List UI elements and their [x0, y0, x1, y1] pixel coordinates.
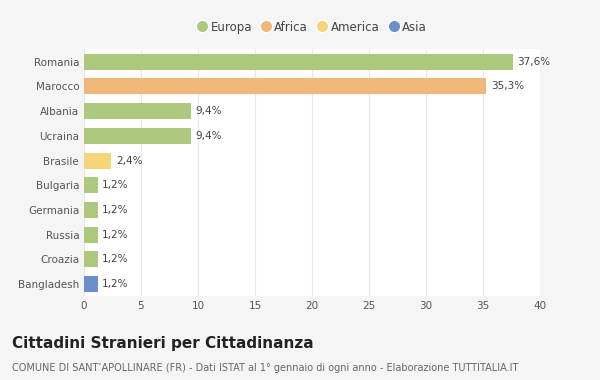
Bar [84, 54, 512, 70]
Bar [84, 78, 487, 95]
Bar [84, 128, 191, 144]
Bar [84, 202, 98, 218]
Text: 37,6%: 37,6% [517, 57, 550, 67]
Bar [84, 152, 112, 169]
Bar [84, 177, 98, 193]
Text: 1,2%: 1,2% [102, 279, 129, 289]
Text: COMUNE DI SANT’APOLLINARE (FR) - Dati ISTAT al 1° gennaio di ogni anno - Elabora: COMUNE DI SANT’APOLLINARE (FR) - Dati IS… [12, 363, 518, 373]
Text: Cittadini Stranieri per Cittadinanza: Cittadini Stranieri per Cittadinanza [12, 336, 314, 351]
Text: 9,4%: 9,4% [196, 106, 222, 116]
Bar [84, 226, 98, 243]
Text: 1,2%: 1,2% [102, 180, 129, 190]
Text: 9,4%: 9,4% [196, 131, 222, 141]
Bar [84, 103, 191, 119]
Text: 2,4%: 2,4% [116, 155, 142, 166]
Text: 1,2%: 1,2% [102, 230, 129, 240]
Text: 1,2%: 1,2% [102, 205, 129, 215]
Legend: Europa, Africa, America, Asia: Europa, Africa, America, Asia [195, 18, 429, 36]
Bar [84, 276, 98, 292]
Text: 35,3%: 35,3% [491, 81, 524, 92]
Bar [84, 251, 98, 268]
Text: 1,2%: 1,2% [102, 254, 129, 264]
